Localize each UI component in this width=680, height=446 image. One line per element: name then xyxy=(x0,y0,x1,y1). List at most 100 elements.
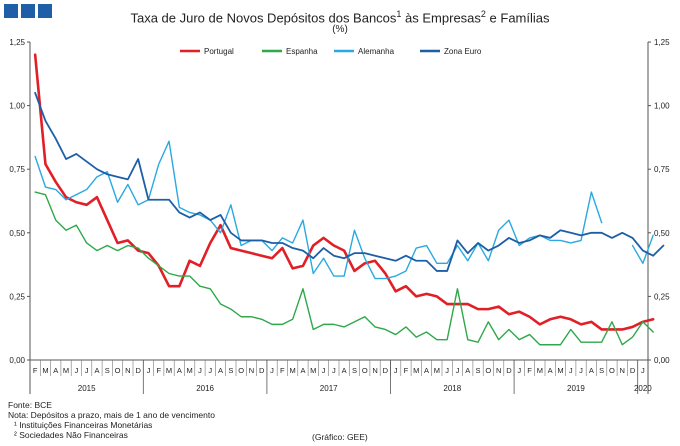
series-line-espanha xyxy=(34,191,654,346)
month-label: O xyxy=(115,366,121,375)
legend-label: Zona Euro xyxy=(444,47,482,56)
month-label: N xyxy=(496,366,501,375)
month-label: O xyxy=(609,366,615,375)
month-label: A xyxy=(548,366,553,375)
footnote-note: Nota: Depósitos a prazo, mais de 1 ano d… xyxy=(8,410,215,420)
legend-label: Portugal xyxy=(204,47,234,56)
month-label: D xyxy=(506,366,512,375)
month-label: J xyxy=(456,366,460,375)
month-label: J xyxy=(85,366,89,375)
month-label: J xyxy=(198,366,202,375)
title-superscript: 2 xyxy=(480,9,486,19)
y-tick-label-left: 0,00 xyxy=(9,356,25,365)
title-text: às Empresas xyxy=(401,10,481,26)
month-label: N xyxy=(249,366,254,375)
title-text: e Famílias xyxy=(485,10,550,26)
month-label: J xyxy=(569,366,573,375)
month-label: J xyxy=(445,366,449,375)
month-label: N xyxy=(620,366,625,375)
y-tick-label-right: 0,75 xyxy=(654,165,670,174)
month-label: M xyxy=(434,366,440,375)
month-label: M xyxy=(557,366,563,375)
chart-credit: (Gráfico: GEE) xyxy=(312,432,368,442)
month-label: N xyxy=(372,366,377,375)
month-label: F xyxy=(156,366,161,375)
legend-label: Alemanha xyxy=(358,47,395,56)
month-label: S xyxy=(105,366,110,375)
series-line-portugal xyxy=(33,53,655,331)
month-label: F xyxy=(404,366,409,375)
y-tick-label-left: 1,25 xyxy=(9,38,25,47)
footnote-1: ¹ Instituições Financeiras Monetárias xyxy=(14,420,153,430)
month-label: D xyxy=(630,366,636,375)
month-label: J xyxy=(641,366,645,375)
year-label: 2016 xyxy=(196,384,214,393)
legend-label: Espanha xyxy=(286,47,318,56)
y-tick-label-left: 1,00 xyxy=(9,102,25,111)
chart-title: Taxa de Juro de Novos Depósitos dos Banc… xyxy=(0,9,680,25)
month-label: M xyxy=(310,366,316,375)
month-label: N xyxy=(125,366,130,375)
y-tick-label-right: 0,25 xyxy=(654,292,670,301)
month-label: J xyxy=(270,366,274,375)
year-label: 2018 xyxy=(443,384,461,393)
month-label: M xyxy=(413,366,419,375)
month-label: A xyxy=(342,366,347,375)
y-tick-label-left: 0,75 xyxy=(9,165,25,174)
y-tick-label-left: 0,50 xyxy=(9,229,25,238)
month-label: A xyxy=(53,366,58,375)
logo-square xyxy=(38,4,52,18)
month-label: S xyxy=(599,366,604,375)
logo-square xyxy=(21,4,35,18)
month-label: J xyxy=(208,366,212,375)
year-label: 2017 xyxy=(320,384,338,393)
month-label: J xyxy=(322,366,326,375)
month-label: O xyxy=(362,366,368,375)
month-label: F xyxy=(280,366,285,375)
year-label: 2019 xyxy=(567,384,585,393)
month-label: J xyxy=(517,366,521,375)
source-note: Fonte: BCE xyxy=(8,400,52,410)
month-label: A xyxy=(177,366,182,375)
logo xyxy=(4,4,52,18)
series-line-zona-euro xyxy=(34,91,665,272)
month-label: J xyxy=(74,366,78,375)
y-tick-label-right: 1,00 xyxy=(654,102,670,111)
month-label: A xyxy=(465,366,470,375)
footnote-2: ² Sociedades Não Financeiras xyxy=(14,430,128,440)
month-label: D xyxy=(135,366,141,375)
month-label: M xyxy=(187,366,193,375)
title-text: Taxa de Juro de Novos Depósitos dos Banc… xyxy=(130,10,397,26)
logo-square xyxy=(4,4,18,18)
year-label: 2015 xyxy=(78,384,96,393)
month-label: F xyxy=(33,366,38,375)
title-superscript: 1 xyxy=(396,9,402,19)
month-label: J xyxy=(332,366,336,375)
month-label: F xyxy=(527,366,532,375)
month-label: M xyxy=(166,366,172,375)
month-label: S xyxy=(476,366,481,375)
month-label: J xyxy=(147,366,151,375)
month-label: J xyxy=(579,366,583,375)
series-line-alemanha xyxy=(34,140,654,280)
month-label: M xyxy=(537,366,543,375)
month-label: O xyxy=(485,366,491,375)
month-label: D xyxy=(259,366,265,375)
month-label: A xyxy=(94,366,99,375)
month-label: M xyxy=(290,366,296,375)
month-label: S xyxy=(228,366,233,375)
month-label: A xyxy=(589,366,594,375)
month-label: J xyxy=(394,366,398,375)
month-label: S xyxy=(352,366,357,375)
month-label: M xyxy=(42,366,48,375)
chart-unit: (%) xyxy=(332,24,348,35)
y-tick-label-right: 1,25 xyxy=(654,38,670,47)
month-label: A xyxy=(424,366,429,375)
y-tick-label-right: 0,00 xyxy=(654,356,670,365)
year-label: 2020 xyxy=(634,384,652,393)
month-label: D xyxy=(383,366,389,375)
y-tick-label-left: 0,25 xyxy=(9,292,25,301)
y-tick-label-right: 0,50 xyxy=(654,229,670,238)
month-label: A xyxy=(300,366,305,375)
